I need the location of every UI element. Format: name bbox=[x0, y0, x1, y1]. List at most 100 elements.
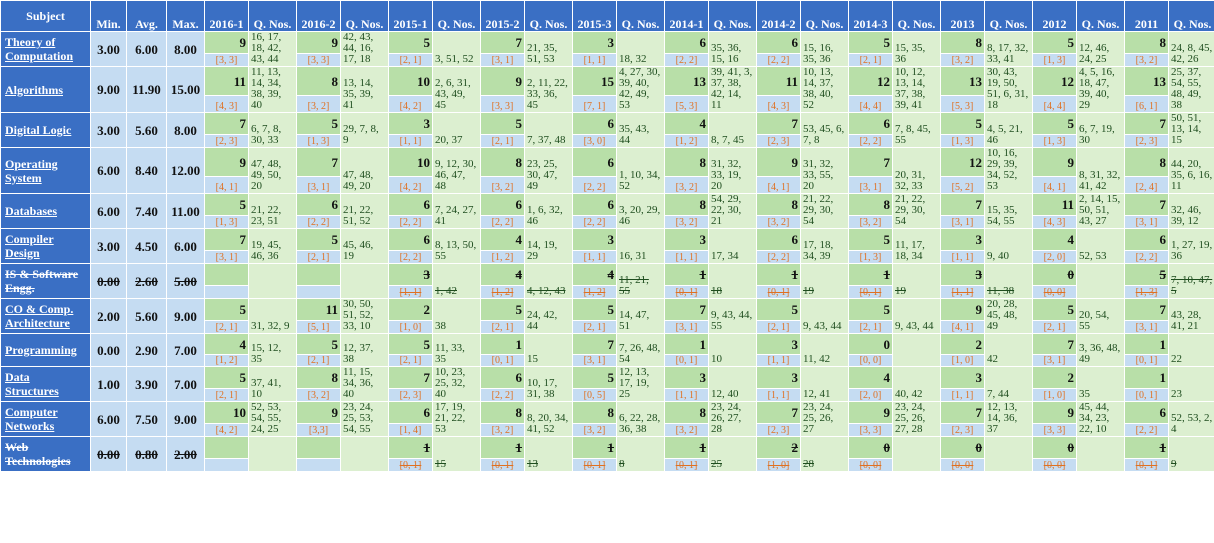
stat-avg: 11.90 bbox=[126, 66, 167, 113]
question-numbers: 12, 41 bbox=[800, 366, 849, 402]
subject-link[interactable]: Digital Logic bbox=[5, 123, 72, 137]
question-numbers: 23, 24, 25, 53, 54, 55 bbox=[340, 401, 389, 437]
marks-split: [1, 3] bbox=[1032, 53, 1077, 67]
question-numbers: 9, 40 bbox=[984, 228, 1033, 264]
question-count: 6 bbox=[572, 146, 617, 178]
marks-split: [3, 2] bbox=[756, 215, 801, 229]
question-numbers: 7, 24, 27, 41 bbox=[432, 193, 481, 229]
marks-split: [0, 1] bbox=[756, 285, 801, 299]
question-count: 6 bbox=[756, 30, 801, 55]
question-numbers: 29, 7, 8, 9 bbox=[340, 112, 389, 148]
marks-split: [3, 1] bbox=[296, 176, 341, 194]
marks-split: [3, 1] bbox=[480, 53, 525, 67]
subject-link[interactable]: IS & Software Engg. bbox=[5, 267, 79, 295]
marks-split: [0, 0] bbox=[1032, 458, 1077, 472]
question-numbers: 8, 20, 34, 41, 52 bbox=[524, 401, 573, 437]
question-count: 7 bbox=[664, 297, 709, 322]
question-count: 7 bbox=[572, 333, 617, 355]
question-count: 3 bbox=[664, 227, 709, 252]
header-year: 2016-1 bbox=[204, 0, 249, 32]
subject-link[interactable]: Computer Networks bbox=[5, 405, 58, 433]
question-numbers: 20, 54, 55 bbox=[1076, 298, 1125, 334]
question-numbers bbox=[340, 263, 389, 299]
question-numbers: 16, 17, 18, 42, 43, 44 bbox=[248, 31, 297, 67]
question-numbers: 35 bbox=[1076, 366, 1125, 402]
stat-avg: 6.00 bbox=[126, 31, 167, 67]
question-count: 6 bbox=[756, 227, 801, 252]
marks-split: [1, 1] bbox=[940, 285, 985, 299]
question-count: 3 bbox=[572, 30, 617, 55]
marks-split: [6, 1] bbox=[1124, 95, 1169, 113]
question-numbers: 23, 24, 26, 27, 28 bbox=[708, 401, 757, 437]
subject-link[interactable]: Operating System bbox=[5, 156, 58, 185]
stat-max: 9.00 bbox=[166, 401, 205, 437]
question-numbers: 12, 46, 24, 25 bbox=[1076, 31, 1125, 67]
question-numbers: 15, 35, 54, 55 bbox=[984, 193, 1033, 229]
subject-cell: Algorithms bbox=[0, 66, 91, 113]
marks-split: [3, 1] bbox=[848, 176, 893, 194]
stat-min: 6.00 bbox=[90, 401, 127, 437]
subject-link[interactable]: Algorithms bbox=[5, 82, 63, 97]
stat-max: 8.00 bbox=[166, 112, 205, 148]
question-numbers: 7, 10, 47, 5 bbox=[1168, 263, 1214, 299]
question-numbers: 21, 22, 51, 52 bbox=[340, 193, 389, 229]
question-count bbox=[296, 262, 341, 287]
question-numbers: 3, 20, 29, 46 bbox=[616, 193, 665, 229]
question-numbers: 25 bbox=[708, 436, 757, 472]
question-count: 0 bbox=[940, 435, 985, 460]
question-numbers: 9, 43, 44, 55 bbox=[708, 298, 757, 334]
header-year: 2015-2 bbox=[480, 0, 525, 32]
table-row: Algorithms 9.00 11.90 15.00 11 11, 13, 14, 34… bbox=[0, 65, 1214, 113]
marks-split: [1, 0] bbox=[940, 354, 985, 367]
question-count: 5 bbox=[480, 111, 525, 136]
question-numbers: 20, 31, 32, 33 bbox=[892, 147, 941, 194]
question-numbers: 52, 53, 54, 55, 24, 25 bbox=[248, 401, 297, 437]
subject-link[interactable]: Databases bbox=[5, 204, 58, 218]
marks-split: [4, 3] bbox=[756, 95, 801, 113]
question-count: 8 bbox=[848, 192, 893, 217]
subject-link[interactable]: CO & Comp. Architecture bbox=[5, 302, 74, 330]
subject-link[interactable]: Data Structures bbox=[5, 370, 59, 398]
question-count: 5 bbox=[572, 297, 617, 322]
marks-split: [2, 2] bbox=[572, 176, 617, 194]
question-count: 5 bbox=[296, 333, 341, 355]
question-count: 2 bbox=[1032, 365, 1077, 390]
question-count: 6 bbox=[848, 111, 893, 136]
marks-split: [3, 2] bbox=[664, 215, 709, 229]
question-count: 8 bbox=[1124, 146, 1169, 178]
question-numbers: 4, 5, 16, 18, 47, 39, 40, 29 bbox=[1076, 66, 1125, 113]
marks-split bbox=[204, 458, 249, 472]
marks-split: [2, 2] bbox=[756, 250, 801, 264]
marks-split: [3, 2] bbox=[572, 423, 617, 437]
question-count: 9 bbox=[940, 297, 985, 322]
question-count: 6 bbox=[480, 365, 525, 390]
question-count: 13 bbox=[664, 65, 709, 97]
marks-split: [2, 2] bbox=[480, 215, 525, 229]
question-count: 5 bbox=[480, 297, 525, 322]
question-count: 11 bbox=[204, 65, 249, 97]
stat-max: 2.00 bbox=[166, 436, 205, 472]
question-numbers: 35, 36, 15, 16 bbox=[708, 31, 757, 67]
marks-split: [3, 1] bbox=[572, 354, 617, 367]
subject-link[interactable]: Web Technologies bbox=[5, 440, 71, 468]
question-count: 7 bbox=[1124, 192, 1169, 217]
table-row: IS & Software Engg. 0.00 2.60 5.00 3 1, 42 4 4,… bbox=[0, 262, 1214, 299]
question-count: 0 bbox=[1032, 435, 1077, 460]
subject-link[interactable]: Theory of Computation bbox=[5, 35, 74, 63]
subject-link[interactable]: Compiler Design bbox=[5, 232, 54, 260]
question-count: 5 bbox=[296, 227, 341, 252]
question-count: 8 bbox=[480, 146, 525, 178]
question-count: 7 bbox=[204, 111, 249, 136]
question-count: 7 bbox=[756, 400, 801, 425]
question-count: 1 bbox=[664, 333, 709, 355]
marks-split: [3, 2] bbox=[296, 388, 341, 402]
table-row-sub: [4, 3] [3, 2] [4, 2] [3, 3] [7, 1] [5, 3] [4, … bbox=[1, 95, 1214, 113]
subject-link[interactable]: Programming bbox=[5, 343, 77, 357]
stat-max: 8.00 bbox=[166, 31, 205, 67]
stat-avg: 2.90 bbox=[126, 333, 167, 367]
marks-split: [1, 3] bbox=[940, 134, 985, 148]
marks-split: [0, 1] bbox=[480, 354, 525, 367]
question-count bbox=[204, 435, 249, 460]
marks-split: [2, 1] bbox=[388, 354, 433, 367]
marks-split: [2, 1] bbox=[296, 250, 341, 264]
